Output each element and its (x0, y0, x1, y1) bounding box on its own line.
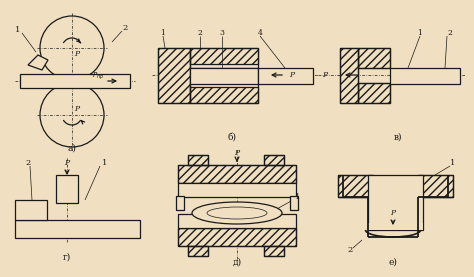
Bar (178, 165, 296, 183)
Bar (56, 175, 78, 203)
Bar (178, 228, 296, 246)
Bar (368, 175, 423, 230)
Text: 3: 3 (219, 29, 225, 37)
Text: 1: 1 (102, 159, 108, 167)
Text: д): д) (232, 258, 242, 266)
Bar (188, 155, 208, 165)
Bar (178, 165, 296, 183)
Text: P: P (64, 159, 70, 167)
Bar (264, 246, 284, 256)
Bar (290, 196, 298, 210)
Bar (264, 155, 284, 165)
Bar (178, 228, 296, 246)
Text: 1: 1 (161, 29, 165, 37)
Bar (190, 68, 258, 84)
Text: P: P (391, 209, 396, 217)
Bar (15, 220, 140, 238)
Text: в): в) (394, 132, 402, 142)
Text: 2: 2 (122, 24, 128, 32)
Text: б): б) (228, 132, 237, 142)
Bar (368, 223, 423, 230)
Bar (358, 83, 390, 103)
Bar (418, 175, 453, 197)
Bar (190, 83, 258, 103)
Bar (188, 246, 208, 256)
Bar (15, 200, 47, 220)
Bar (176, 196, 184, 210)
Text: 2: 2 (198, 29, 202, 37)
Bar (178, 183, 296, 197)
Bar (190, 48, 258, 64)
Text: г): г) (63, 253, 71, 261)
Text: 1: 1 (418, 29, 422, 37)
Bar (158, 48, 190, 103)
Bar (264, 155, 284, 165)
Bar (340, 48, 358, 103)
Bar (188, 155, 208, 165)
Bar (188, 246, 208, 256)
Text: 1: 1 (450, 159, 456, 167)
Bar (358, 48, 390, 68)
Polygon shape (28, 55, 48, 70)
Bar (358, 83, 390, 103)
Bar (338, 175, 373, 197)
Text: 1: 1 (15, 26, 21, 34)
Text: P: P (74, 105, 80, 113)
Bar (338, 175, 373, 197)
Bar (264, 246, 284, 256)
Text: P: P (322, 71, 328, 79)
Bar (258, 68, 313, 84)
Ellipse shape (192, 202, 282, 224)
Text: 2: 2 (447, 29, 453, 37)
Bar (190, 87, 258, 103)
Text: P: P (74, 50, 80, 58)
Bar (358, 48, 390, 68)
Text: е): е) (389, 258, 397, 266)
Text: а): а) (68, 143, 76, 153)
Bar (178, 214, 296, 228)
Text: $P_{пр}$: $P_{пр}$ (92, 70, 104, 82)
Text: 1: 1 (295, 193, 301, 201)
Text: P: P (235, 149, 239, 157)
Text: 4: 4 (257, 29, 263, 37)
Text: 2: 2 (347, 246, 353, 254)
Bar (340, 48, 358, 103)
Bar (158, 48, 190, 103)
Bar (20, 74, 130, 88)
Text: 2: 2 (26, 159, 31, 167)
Bar (190, 48, 258, 68)
Text: P: P (290, 71, 294, 79)
Bar (418, 175, 453, 197)
Bar (390, 68, 460, 84)
